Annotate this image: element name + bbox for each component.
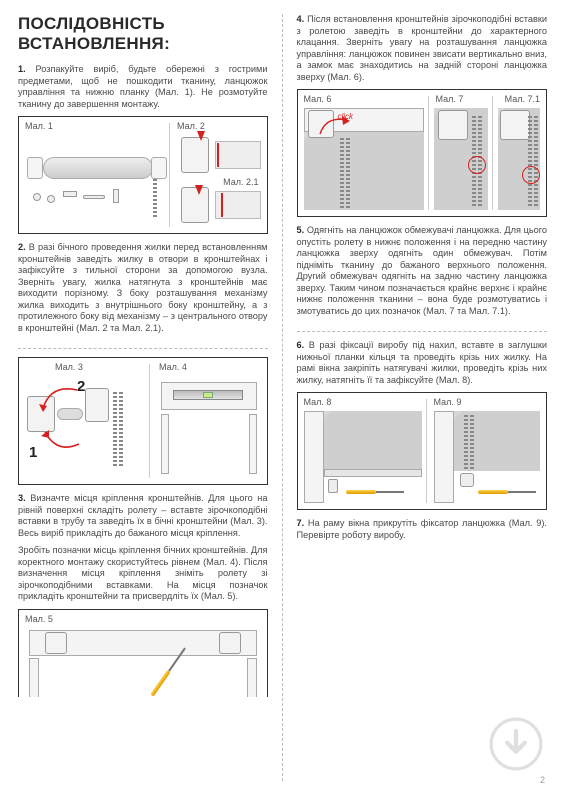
fig8-label: Мал. 8: [304, 397, 332, 407]
fig9-label: Мал. 9: [434, 397, 462, 407]
fig6-label: Мал. 6: [304, 94, 332, 104]
fig4-label: Мал. 4: [159, 362, 187, 372]
fig3-num1: 1: [29, 444, 37, 461]
fig2-label: Мал. 2: [177, 121, 205, 131]
fig4-diagram: [157, 378, 261, 478]
fig8-diagram: [304, 411, 422, 503]
step-1-text: 1. Розпакуйте виріб, будьте обережні з г…: [18, 64, 268, 110]
fig1-diagram: [25, 139, 165, 225]
step-3b-text: Зробіть позначки місць кріплення бічних …: [18, 545, 268, 603]
figure-box-6-7: Мал. 6 Мал. 7 Мал. 7.1 click: [297, 89, 548, 217]
figure-box-5: Мал. 5: [18, 609, 268, 697]
step-6-text: 6. В разі фіксації виробу під нахил, вст…: [297, 340, 548, 386]
step-4-text: 4. Після встановлення кронштейнів зірочк…: [297, 14, 548, 83]
fig5-diagram: [29, 630, 257, 697]
step-3a-text: 3. Визначте місця кріплення кронштейнів.…: [18, 493, 268, 539]
figure-box-8-9: Мал. 8 Мал. 9: [297, 392, 548, 510]
fig2-diagram: [177, 135, 265, 179]
page-number: 2: [540, 775, 545, 785]
fig71-label: Мал. 7.1: [505, 94, 540, 104]
fig3-num2: 2: [77, 378, 85, 395]
divider: [18, 348, 268, 349]
fig21-diagram: [177, 187, 265, 229]
watermark-icon: [489, 717, 543, 771]
step-2-text: 2. В разі бічного проведення жилки перед…: [18, 242, 268, 334]
page-title: Послідовність встановлення:: [18, 14, 268, 54]
fig3-diagram: 2 1: [27, 378, 145, 478]
step-5-text: 5. Одягніть на ланцюжок обмежувачі ланцю…: [297, 225, 548, 317]
divider-right: [297, 331, 548, 332]
figure-box-3-4: Мал. 3 Мал. 4 2 1: [18, 357, 268, 485]
fig5-label: Мал. 5: [25, 614, 53, 624]
click-label: click: [338, 112, 354, 121]
fig3-label: Мал. 3: [55, 362, 83, 372]
fig9-diagram: [434, 411, 541, 503]
fig7-label: Мал. 7: [436, 94, 464, 104]
figure-box-1-2: Мал. 1 Мал. 2 Мал. 2.1: [18, 116, 268, 234]
fig7-diagram: [434, 108, 488, 210]
fig1-label: Мал. 1: [25, 121, 53, 131]
step-7-text: 7. На раму вікна прикрутіть фіксатор лан…: [297, 518, 548, 541]
fig71-diagram: [498, 108, 541, 210]
fig6-diagram: click: [304, 108, 424, 210]
